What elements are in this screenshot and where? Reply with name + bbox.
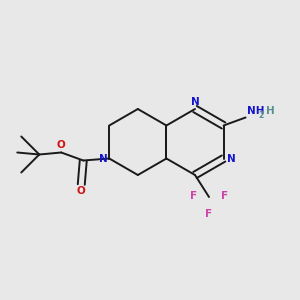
Text: O: O xyxy=(57,140,66,151)
Text: N: N xyxy=(190,97,200,107)
Text: O: O xyxy=(77,187,85,196)
Text: NH: NH xyxy=(247,106,264,116)
Text: F: F xyxy=(221,191,228,201)
Text: N: N xyxy=(98,154,107,164)
Text: F: F xyxy=(206,209,213,219)
Text: H: H xyxy=(266,106,274,116)
Text: N: N xyxy=(226,154,235,164)
Text: 2: 2 xyxy=(259,112,264,121)
Text: F: F xyxy=(190,191,197,201)
